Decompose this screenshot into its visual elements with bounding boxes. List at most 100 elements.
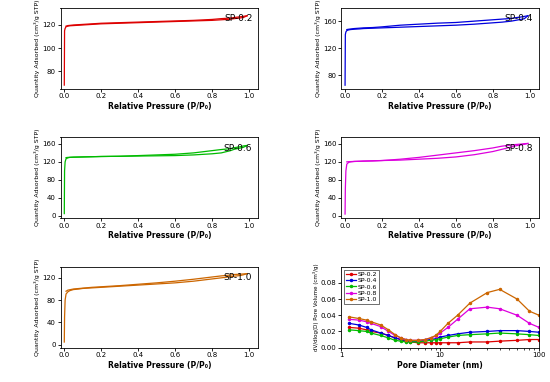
- SP-1.0: [536, 313, 542, 317]
- SP-0.6: [407, 340, 414, 344]
- SP-0.2: [368, 329, 375, 334]
- SP-0.6: [484, 332, 491, 336]
- SP-0.4: [514, 329, 520, 333]
- X-axis label: Relative Pressure (P/P₀): Relative Pressure (P/P₀): [108, 102, 211, 110]
- SP-0.2: [363, 327, 370, 332]
- SP-0.4: [355, 323, 362, 327]
- SP-1.0: [421, 337, 428, 342]
- SP-0.2: [526, 337, 533, 342]
- SP-1.0: [437, 329, 443, 334]
- SP-1.0: [432, 333, 439, 338]
- Y-axis label: Quantity Adsorbed (cm³/g STP): Quantity Adsorbed (cm³/g STP): [34, 0, 40, 97]
- SP-0.4: [421, 338, 428, 343]
- SP-0.8: [385, 329, 392, 334]
- SP-0.4: [484, 329, 491, 334]
- SP-1.0: [427, 336, 434, 340]
- SP-0.6: [437, 337, 443, 341]
- Text: SP-0.6: SP-0.6: [224, 144, 252, 153]
- Text: SP-0.8: SP-0.8: [504, 144, 533, 153]
- SP-0.4: [427, 337, 434, 342]
- X-axis label: Relative Pressure (P/P₀): Relative Pressure (P/P₀): [388, 102, 492, 110]
- SP-0.6: [385, 336, 392, 340]
- SP-0.8: [484, 305, 491, 309]
- SP-0.8: [427, 336, 434, 340]
- SP-0.8: [392, 333, 398, 338]
- SP-1.0: [403, 337, 409, 342]
- SP-0.8: [407, 338, 414, 343]
- SP-0.6: [496, 331, 503, 335]
- SP-0.2: [392, 336, 398, 340]
- Line: SP-0.6: SP-0.6: [348, 329, 540, 343]
- SP-0.2: [444, 340, 451, 345]
- SP-0.2: [415, 340, 421, 345]
- SP-0.2: [536, 337, 542, 342]
- SP-0.6: [536, 333, 542, 338]
- SP-0.8: [514, 313, 520, 317]
- SP-0.4: [403, 338, 409, 343]
- SP-1.0: [363, 318, 370, 322]
- SP-0.6: [427, 338, 434, 343]
- SP-0.4: [437, 335, 443, 339]
- SP-0.6: [392, 338, 398, 343]
- SP-0.2: [377, 331, 384, 335]
- SP-0.4: [526, 329, 533, 334]
- SP-0.4: [385, 333, 392, 338]
- SP-1.0: [496, 287, 503, 291]
- Y-axis label: Quantity Adsorbed (cm³/g STP): Quantity Adsorbed (cm³/g STP): [315, 129, 321, 227]
- SP-0.6: [514, 332, 520, 336]
- SP-0.8: [368, 321, 375, 325]
- SP-0.2: [432, 340, 439, 345]
- Text: SP-0.2: SP-0.2: [224, 14, 252, 23]
- Text: SP-1.0: SP-1.0: [224, 273, 252, 282]
- SP-0.4: [377, 331, 384, 335]
- Y-axis label: dV/dlog(D) Pore Volume (cm³/g): dV/dlog(D) Pore Volume (cm³/g): [312, 263, 318, 351]
- SP-0.6: [363, 329, 370, 334]
- SP-0.2: [407, 340, 414, 344]
- SP-0.8: [398, 336, 404, 340]
- SP-1.0: [484, 290, 491, 295]
- SP-0.8: [466, 306, 473, 311]
- SP-0.8: [526, 321, 533, 325]
- SP-1.0: [385, 327, 392, 332]
- SP-0.4: [496, 329, 503, 333]
- SP-0.6: [432, 337, 439, 342]
- X-axis label: Relative Pressure (P/P₀): Relative Pressure (P/P₀): [108, 231, 211, 240]
- SP-0.4: [536, 330, 542, 335]
- SP-0.6: [355, 329, 362, 333]
- SP-0.8: [496, 306, 503, 311]
- SP-0.2: [427, 340, 434, 345]
- Line: SP-1.0: SP-1.0: [348, 288, 540, 342]
- SP-0.2: [385, 333, 392, 338]
- SP-1.0: [377, 323, 384, 327]
- SP-0.8: [536, 325, 542, 330]
- SP-0.6: [466, 332, 473, 337]
- SP-0.8: [437, 331, 443, 335]
- SP-1.0: [346, 314, 353, 319]
- SP-0.4: [346, 321, 353, 325]
- SP-0.8: [432, 334, 439, 338]
- SP-1.0: [407, 338, 414, 343]
- Y-axis label: Quantity Adsorbed (cm³/g STP): Quantity Adsorbed (cm³/g STP): [315, 0, 321, 97]
- SP-0.8: [363, 319, 370, 324]
- SP-0.2: [484, 340, 491, 344]
- Y-axis label: Quantity Adsorbed (cm³/g STP): Quantity Adsorbed (cm³/g STP): [34, 129, 40, 227]
- SP-0.4: [432, 337, 439, 341]
- SP-0.8: [454, 317, 461, 322]
- SP-1.0: [355, 316, 362, 321]
- SP-0.6: [415, 340, 421, 344]
- SP-0.4: [407, 339, 414, 343]
- SP-0.8: [377, 324, 384, 329]
- SP-0.4: [363, 325, 370, 330]
- SP-0.4: [466, 330, 473, 335]
- Text: SP-0.4: SP-0.4: [505, 14, 533, 23]
- SP-1.0: [526, 309, 533, 314]
- SP-0.6: [346, 327, 353, 332]
- SP-1.0: [466, 301, 473, 305]
- SP-0.2: [355, 326, 362, 330]
- SP-0.8: [355, 318, 362, 322]
- SP-0.2: [398, 337, 404, 342]
- SP-0.4: [454, 332, 461, 336]
- SP-0.6: [377, 333, 384, 338]
- SP-0.4: [368, 327, 375, 332]
- SP-0.6: [454, 333, 461, 338]
